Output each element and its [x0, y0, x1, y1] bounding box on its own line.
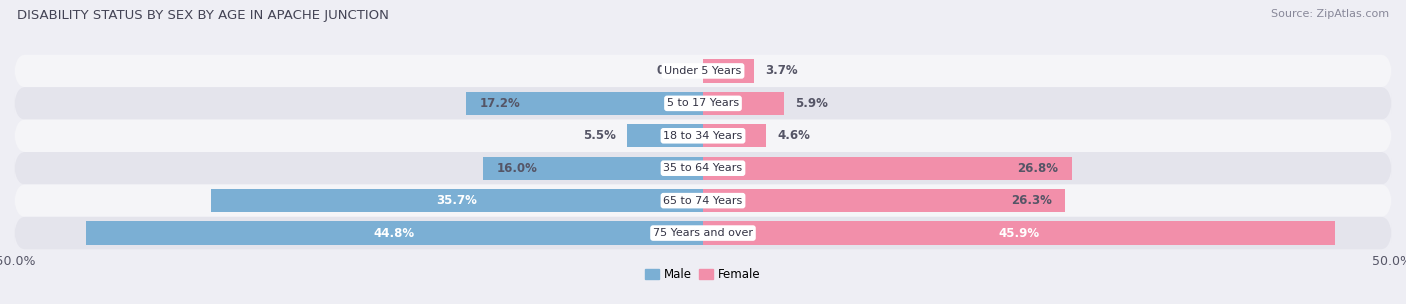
- Bar: [703, 124, 766, 147]
- Bar: [703, 92, 785, 115]
- FancyBboxPatch shape: [14, 185, 1392, 217]
- Text: 5.5%: 5.5%: [583, 129, 616, 142]
- Text: 18 to 34 Years: 18 to 34 Years: [664, 131, 742, 141]
- Bar: [465, 92, 703, 115]
- Bar: [627, 124, 703, 147]
- Bar: [703, 221, 1336, 245]
- Text: 35.7%: 35.7%: [437, 194, 478, 207]
- FancyBboxPatch shape: [14, 119, 1392, 152]
- Bar: [703, 189, 1066, 212]
- Text: Source: ZipAtlas.com: Source: ZipAtlas.com: [1271, 9, 1389, 19]
- FancyBboxPatch shape: [14, 152, 1392, 185]
- Bar: [703, 59, 754, 83]
- Legend: Male, Female: Male, Female: [641, 264, 765, 286]
- Text: 65 to 74 Years: 65 to 74 Years: [664, 196, 742, 206]
- Text: Under 5 Years: Under 5 Years: [665, 66, 741, 76]
- Text: 16.0%: 16.0%: [496, 162, 537, 175]
- Bar: [703, 157, 1073, 180]
- Text: 26.8%: 26.8%: [1018, 162, 1059, 175]
- FancyBboxPatch shape: [14, 87, 1392, 119]
- Bar: [86, 221, 703, 245]
- FancyBboxPatch shape: [14, 217, 1392, 249]
- Text: 17.2%: 17.2%: [479, 97, 520, 110]
- Text: 0.0%: 0.0%: [657, 64, 689, 78]
- Text: 5 to 17 Years: 5 to 17 Years: [666, 98, 740, 108]
- Text: 75 Years and over: 75 Years and over: [652, 228, 754, 238]
- Bar: [482, 157, 703, 180]
- Bar: [211, 189, 703, 212]
- Text: 35 to 64 Years: 35 to 64 Years: [664, 163, 742, 173]
- Text: 26.3%: 26.3%: [1011, 194, 1052, 207]
- Text: DISABILITY STATUS BY SEX BY AGE IN APACHE JUNCTION: DISABILITY STATUS BY SEX BY AGE IN APACH…: [17, 9, 388, 22]
- FancyBboxPatch shape: [14, 55, 1392, 87]
- Text: 5.9%: 5.9%: [796, 97, 828, 110]
- Text: 44.8%: 44.8%: [374, 226, 415, 240]
- Text: 45.9%: 45.9%: [998, 226, 1040, 240]
- Text: 4.6%: 4.6%: [778, 129, 810, 142]
- Text: 3.7%: 3.7%: [765, 64, 797, 78]
